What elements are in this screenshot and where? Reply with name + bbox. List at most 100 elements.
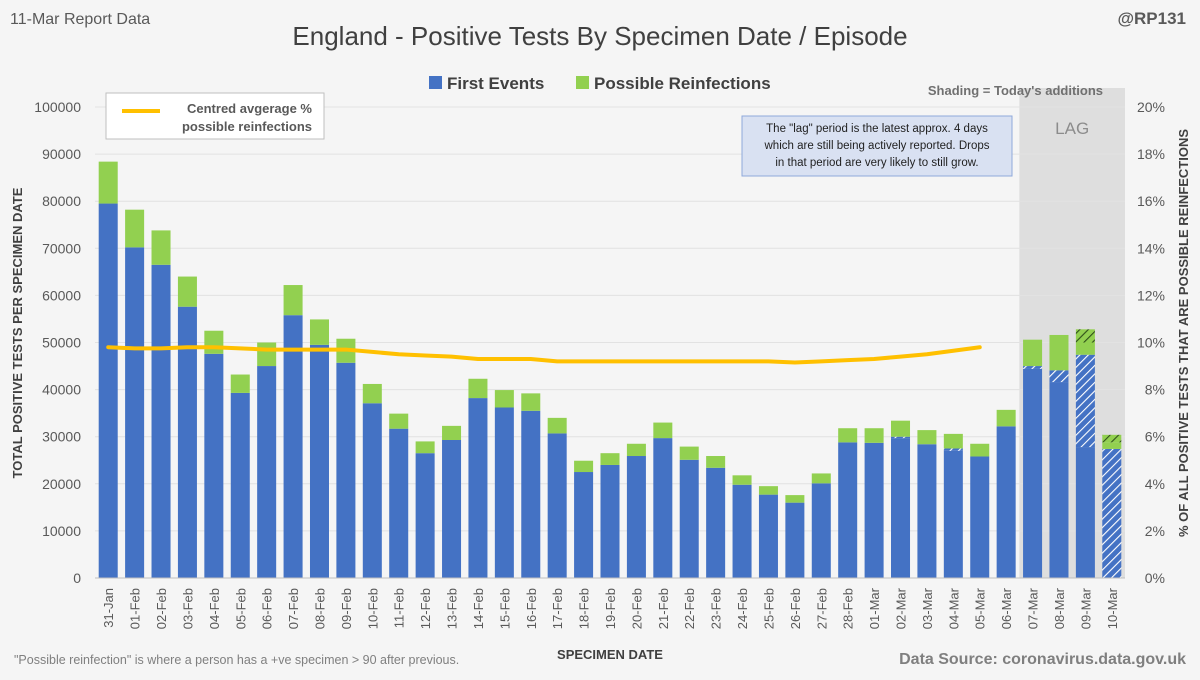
bar-first-events	[1023, 368, 1043, 578]
bar-first-events	[468, 398, 488, 578]
bar-first-events	[891, 438, 911, 578]
bar-first-events	[204, 353, 224, 578]
bar-first-events	[547, 433, 567, 578]
legend-swatch-first-events	[429, 76, 442, 89]
bar-reinfections	[574, 460, 594, 473]
bar-reinfections	[177, 276, 197, 307]
bar-first-events-today	[1049, 370, 1069, 383]
y-tick-label: 0	[73, 570, 81, 586]
bar-reinfections	[442, 425, 462, 440]
lag-note-line-2: which are still being actively reported.…	[764, 140, 990, 152]
x-tick-label: 26-Feb	[788, 588, 803, 629]
x-tick-label: 18-Feb	[577, 588, 592, 629]
bar-reinfections	[98, 161, 118, 204]
x-tick-label: 07-Feb	[286, 588, 301, 629]
x-tick-label: 28-Feb	[841, 588, 856, 629]
bar-reinfections	[811, 473, 831, 484]
bar-first-events-today	[891, 436, 911, 439]
y2-tick-label: 8%	[1145, 382, 1165, 398]
bar-first-events	[336, 362, 356, 578]
x-tick-label: 06-Feb	[260, 588, 275, 629]
bar-reinfections	[204, 330, 224, 354]
x-tick-label: 24-Feb	[735, 588, 750, 629]
bar-first-events	[494, 407, 514, 578]
bar-reinfections	[838, 428, 858, 443]
bar-reinfections	[917, 430, 937, 445]
bar-reinfections	[389, 413, 409, 429]
bar-first-events	[1049, 382, 1069, 578]
bar-reinfections	[1023, 339, 1043, 367]
x-tick-label: 21-Feb	[656, 588, 671, 629]
bar-first-events-today	[1023, 366, 1043, 369]
lag-note-line-1: The "lag" period is the latest approx. 4…	[766, 123, 988, 135]
x-tick-label: 05-Mar	[973, 587, 988, 629]
bar-first-events	[811, 483, 831, 578]
bar-first-events	[970, 456, 990, 578]
bar-reinfections	[943, 433, 963, 449]
bar-first-events	[389, 428, 409, 578]
x-tick-label: 08-Mar	[1052, 587, 1067, 629]
bar-first-events	[362, 403, 382, 578]
bar-reinfections	[785, 495, 805, 503]
legend-first-events: First Events	[447, 74, 544, 93]
bar-first-events	[626, 456, 646, 578]
y-tick-label: 90000	[42, 146, 81, 162]
x-tick-label: 11-Feb	[392, 588, 407, 628]
average-line-layer	[106, 345, 982, 365]
y-tick-label: 70000	[42, 240, 81, 256]
y2-tick-label: 12%	[1137, 287, 1165, 303]
x-tick-label: 03-Feb	[180, 588, 195, 629]
bar-first-events	[151, 264, 171, 578]
y-tick-label: 100000	[34, 99, 81, 115]
bar-reinfections	[125, 209, 145, 248]
x-axis-title: SPECIMEN DATE	[557, 647, 663, 662]
bar-first-events	[309, 344, 329, 578]
x-tick-label: 09-Mar	[1078, 587, 1093, 629]
bar-reinfections	[1102, 442, 1122, 449]
legend-reinfections: Possible Reinfections	[594, 74, 771, 93]
line-legend-label-1: Centred avgerage %	[187, 101, 312, 116]
y2-tick-label: 10%	[1137, 335, 1165, 351]
bar-first-events	[98, 203, 118, 578]
bar-reinfections	[679, 446, 699, 460]
x-tick-label: 10-Mar	[1105, 587, 1120, 629]
bar-reinfections	[468, 378, 488, 399]
y2-tick-label: 14%	[1137, 240, 1165, 256]
footnote: "Possible reinfection" is where a person…	[14, 653, 459, 667]
bar-first-events	[600, 464, 620, 578]
x-tick-label: 23-Feb	[709, 588, 724, 629]
y-tick-label: 40000	[42, 382, 81, 398]
bar-reinfections	[1075, 342, 1095, 355]
y-tick-label: 30000	[42, 429, 81, 445]
bar-reinfections	[626, 443, 646, 457]
x-tick-label: 13-Feb	[445, 588, 460, 629]
bar-reinfections	[996, 409, 1016, 427]
data-source: Data Source: coronavirus.data.gov.uk	[899, 651, 1186, 668]
x-tick-label: 05-Feb	[233, 588, 248, 629]
bar-reinfections	[1049, 334, 1069, 371]
x-tick-label: 01-Feb	[128, 588, 143, 629]
bar-first-events	[679, 459, 699, 578]
bar-first-events	[257, 366, 277, 578]
x-tick-label: 20-Feb	[629, 588, 644, 629]
x-tick-label: 27-Feb	[814, 588, 829, 629]
bar-reinfections-today	[1102, 434, 1122, 443]
lag-note-line-3: in that period are very likely to still …	[775, 157, 978, 169]
bar-first-events	[785, 502, 805, 578]
x-tick-label: 25-Feb	[761, 588, 776, 629]
x-tick-label: 06-Mar	[999, 587, 1014, 629]
bar-first-events	[283, 315, 303, 578]
y2-tick-label: 4%	[1145, 476, 1165, 492]
x-tick-label: 01-Mar	[867, 587, 882, 629]
x-tick-label: 02-Feb	[154, 588, 169, 629]
bar-first-events-today	[1075, 354, 1095, 448]
x-tick-label: 09-Feb	[339, 588, 354, 629]
x-tick-label: 19-Feb	[603, 588, 618, 629]
lag-label: LAG	[1055, 119, 1089, 138]
bar-first-events	[574, 472, 594, 578]
x-tick-label: 17-Feb	[550, 588, 565, 629]
y2-tick-label: 18%	[1137, 146, 1165, 162]
bar-reinfections	[362, 383, 382, 404]
y2-tick-label: 2%	[1145, 523, 1165, 539]
